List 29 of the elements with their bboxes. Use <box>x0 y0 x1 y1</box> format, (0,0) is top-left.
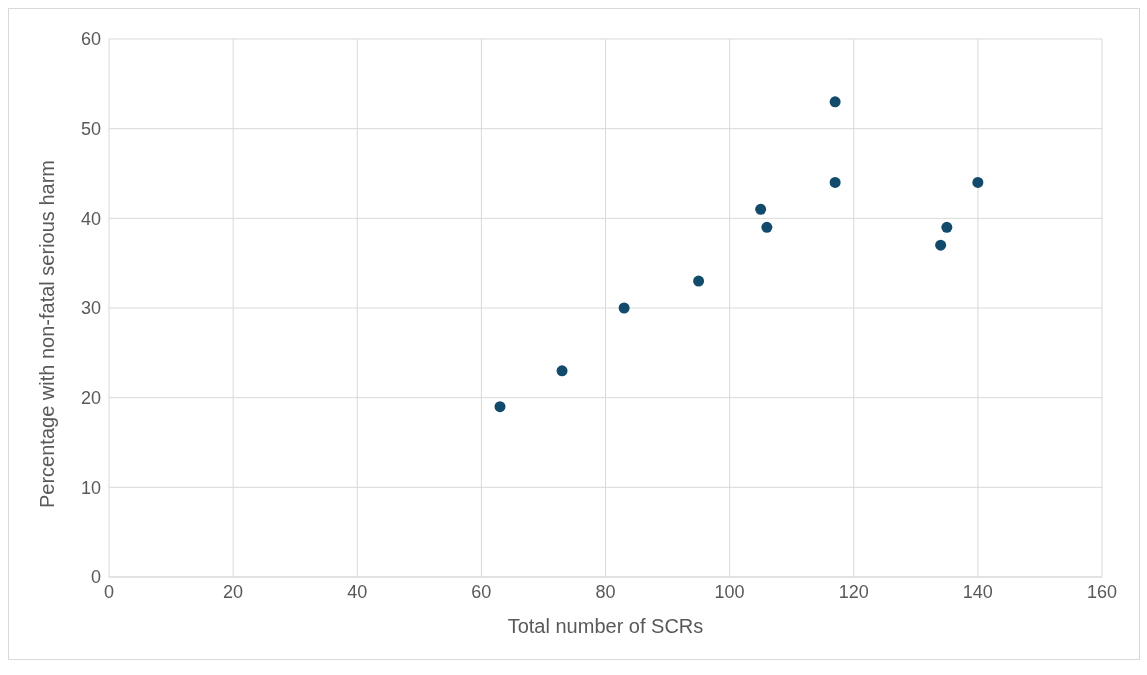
point <box>941 221 953 233</box>
x-tick-label: 0 <box>103 581 115 602</box>
y-tick-label: 40 <box>80 208 101 229</box>
y-tick-label: 10 <box>80 477 101 498</box>
point <box>618 302 630 314</box>
y-tick-label: 50 <box>80 119 101 140</box>
point <box>935 239 947 251</box>
x-tick-label: 160 <box>1086 581 1118 602</box>
point <box>829 96 841 108</box>
point <box>972 176 984 188</box>
point <box>761 221 773 233</box>
point <box>556 365 568 377</box>
point <box>829 176 841 188</box>
x-tick-label: 140 <box>962 581 993 602</box>
y-tick-label: 0 <box>90 567 101 588</box>
x-tick-label: 20 <box>223 581 244 602</box>
y-tick-label: 20 <box>80 388 101 409</box>
x-tick-label: 100 <box>714 581 745 602</box>
y-axis-title: Percentage with non-fatal serious harm <box>36 160 59 508</box>
point <box>693 275 705 287</box>
point <box>755 203 767 215</box>
x-tick-label: 80 <box>595 581 616 602</box>
y-tick-label: 30 <box>80 298 101 319</box>
x-tick-label: 60 <box>471 581 492 602</box>
y-tick-label: 60 <box>80 29 101 50</box>
x-axis-title: Total number of SCRs <box>507 615 704 637</box>
point <box>494 401 506 413</box>
x-tick-label: 40 <box>347 581 368 602</box>
x-tick-label: 120 <box>838 581 869 602</box>
